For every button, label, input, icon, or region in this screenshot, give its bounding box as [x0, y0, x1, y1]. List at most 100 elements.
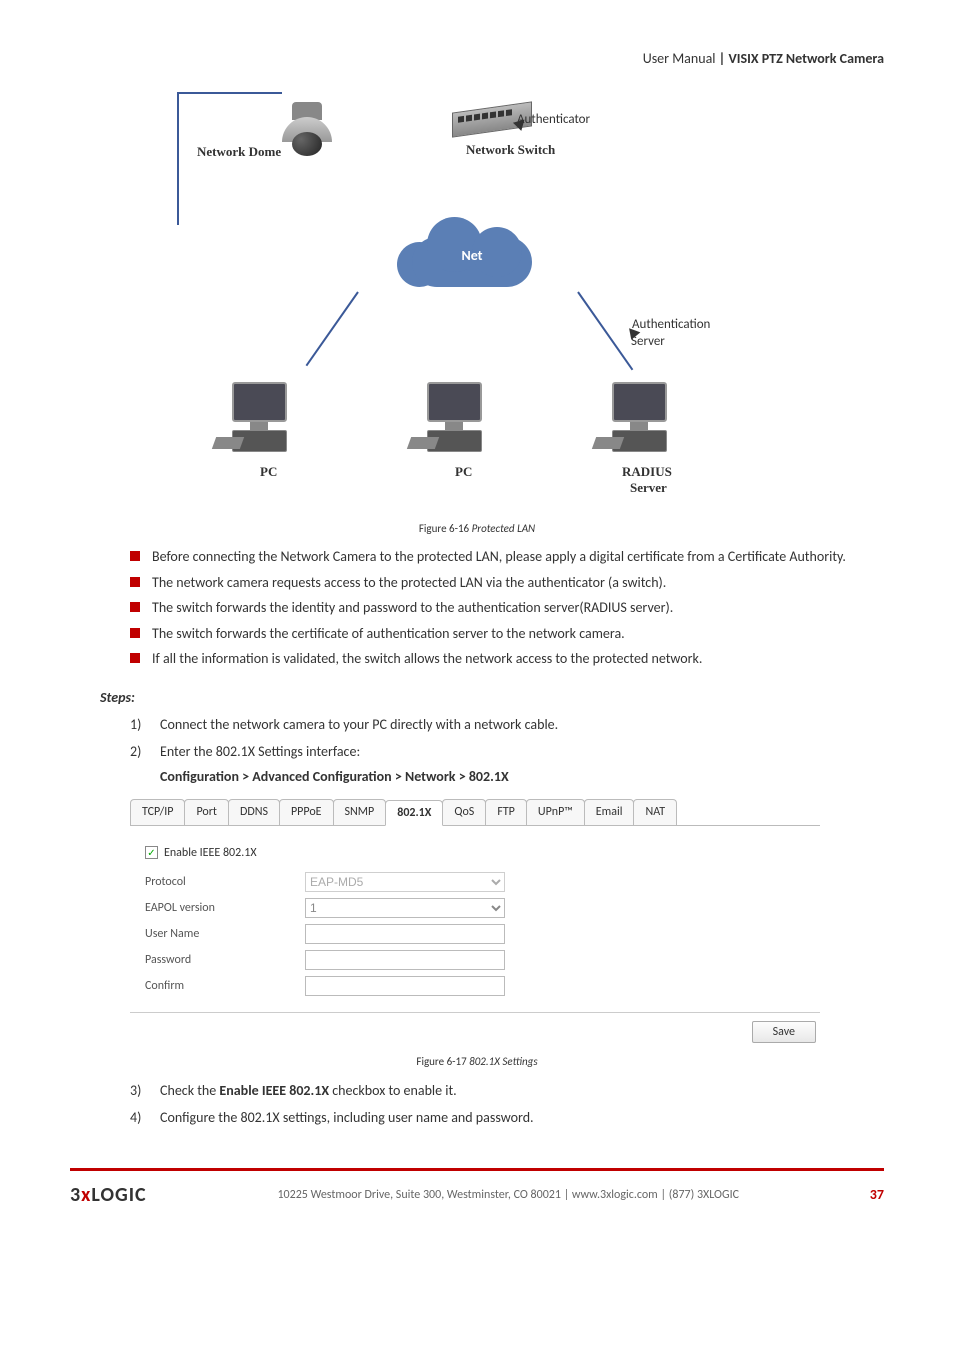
pc3-icon — [612, 382, 692, 457]
step-pre: Check the — [160, 1082, 219, 1099]
fig2-italic: 802.1X Settings — [469, 1055, 537, 1068]
network-diagram: Net Network Dome Authenticator Network S… — [177, 92, 777, 512]
form-row-confirm: Confirm — [145, 976, 805, 996]
logo-pre: 3 — [70, 1183, 81, 1207]
radius-label1: RADIUS — [622, 464, 672, 480]
pc1-label: PC — [260, 464, 277, 480]
footer-text: 10225 Westmoor Drive, Suite 300, Westmin… — [147, 1188, 870, 1202]
bullet-text: If all the information is validated, the… — [152, 649, 884, 669]
logo-x: x — [81, 1183, 91, 1207]
tab-ddns[interactable]: DDNS — [228, 799, 280, 825]
tab-snmp[interactable]: SNMP — [333, 799, 387, 825]
enable-checkbox[interactable] — [145, 846, 158, 859]
tab-pppoe[interactable]: PPPoE — [279, 799, 334, 825]
step-number: 2) — [130, 741, 148, 787]
eapol-select[interactable]: 1 — [305, 898, 505, 918]
arrow-cloud-pc2 — [177, 157, 179, 225]
logo: 3xLOGIC — [70, 1183, 147, 1207]
bullet-text: The switch forwards the identity and pas… — [152, 598, 884, 618]
bullet-square-icon — [130, 551, 140, 561]
steps-heading: Steps: — [100, 689, 884, 706]
password-input[interactable] — [305, 950, 505, 970]
save-button[interactable]: Save — [752, 1021, 816, 1043]
form-area: Enable IEEE 802.1X Protocol EAP-MD5 EAPO… — [130, 826, 820, 1012]
form-row-protocol: Protocol EAP-MD5 — [145, 872, 805, 892]
enable-checkbox-row: Enable IEEE 802.1X — [145, 846, 805, 860]
save-row: Save — [130, 1012, 820, 1047]
step-number: 1) — [130, 714, 148, 735]
step-line: Enter the 802.1X Settings interface: — [160, 741, 884, 762]
cloud-label: Net — [392, 247, 552, 264]
header-bold: | VISIX PTZ Network Camera — [719, 50, 884, 67]
switch-label: Network Switch — [466, 142, 555, 158]
protocol-label: Protocol — [145, 875, 305, 889]
step-item: 3) Check the Enable IEEE 802.1X checkbox… — [130, 1080, 884, 1101]
settings-panel: TCP/IP Port DDNS PPPoE SNMP 802.1X QoS F… — [130, 799, 820, 1047]
tab-tcpip[interactable]: TCP/IP — [130, 799, 185, 825]
bullet-text: Before connecting the Network Camera to … — [152, 547, 884, 567]
step-number: 3) — [130, 1080, 148, 1101]
fig2-prefix: Figure 6-17 — [416, 1055, 469, 1068]
authenticator-label: Authenticator — [517, 112, 590, 127]
bullet-item: The switch forwards the certificate of a… — [130, 624, 884, 644]
tab-qos[interactable]: QoS — [442, 799, 486, 825]
bullet-item: Before connecting the Network Camera to … — [130, 547, 884, 567]
tab-email[interactable]: Email — [584, 799, 635, 825]
page-header: User Manual | VISIX PTZ Network Camera — [70, 50, 884, 67]
protocol-select[interactable]: EAP-MD5 — [305, 872, 505, 892]
bullet-item: The network camera requests access to th… — [130, 573, 884, 593]
step-item: 2) Enter the 802.1X Settings interface: … — [130, 741, 884, 787]
radius-label2: Server — [630, 480, 667, 496]
tabs-bar: TCP/IP Port DDNS PPPoE SNMP 802.1X QoS F… — [130, 799, 820, 826]
arrow-dome-switch — [177, 92, 282, 94]
tab-upnp[interactable]: UPnP™ — [526, 799, 585, 825]
header-prefix: User Manual — [643, 50, 719, 67]
step-bold: Enable IEEE 802.1X — [219, 1082, 329, 1099]
page-footer: 3xLOGIC 10225 Westmoor Drive, Suite 300,… — [70, 1168, 884, 1207]
bullet-item: If all the information is validated, the… — [130, 649, 884, 669]
arrow-switch-cloud — [177, 94, 179, 157]
bullet-list: Before connecting the Network Camera to … — [130, 547, 884, 669]
tab-8021x[interactable]: 802.1X — [385, 800, 443, 826]
username-label: User Name — [145, 927, 305, 941]
step-number: 4) — [130, 1107, 148, 1128]
tab-port[interactable]: Port — [184, 799, 229, 825]
step-text: Check the Enable IEEE 802.1X checkbox to… — [160, 1080, 884, 1101]
pc2-icon — [427, 382, 507, 457]
form-row-username: User Name — [145, 924, 805, 944]
fig1-prefix: Figure 6-16 — [419, 522, 472, 535]
step-item: 1) Connect the network camera to your PC… — [130, 714, 884, 735]
confirm-input[interactable] — [305, 976, 505, 996]
username-input[interactable] — [305, 924, 505, 944]
steps-list: 1) Connect the network camera to your PC… — [130, 714, 884, 787]
figure-caption-2: Figure 6-17 802.1X Settings — [70, 1055, 884, 1068]
pc2-label: PC — [455, 464, 472, 480]
arrow-cloud-pc1 — [306, 291, 359, 366]
step-item: 4) Configure the 802.1X settings, includ… — [130, 1107, 884, 1128]
pc1-icon — [232, 382, 312, 457]
step-text: Enter the 802.1X Settings interface: Con… — [160, 741, 884, 787]
bullet-text: The network camera requests access to th… — [152, 573, 884, 593]
confirm-label: Confirm — [145, 979, 305, 993]
dome-icon — [272, 102, 342, 157]
steps-list-2: 3) Check the Enable IEEE 802.1X checkbox… — [130, 1080, 884, 1128]
step-text: Connect the network camera to your PC di… — [160, 714, 884, 735]
password-label: Password — [145, 953, 305, 967]
enable-label: Enable IEEE 802.1X — [164, 846, 257, 860]
bullet-item: The switch forwards the identity and pas… — [130, 598, 884, 618]
bullet-square-icon — [130, 653, 140, 663]
bullet-text: The switch forwards the certificate of a… — [152, 624, 884, 644]
arrow-cloud-pc3 — [577, 291, 633, 370]
tab-nat[interactable]: NAT — [633, 799, 677, 825]
bullet-square-icon — [130, 577, 140, 587]
authserver-label2: Server — [631, 334, 665, 349]
figure-caption-1: Figure 6-16 Protected LAN — [70, 522, 884, 535]
step-post: checkbox to enable it. — [329, 1082, 457, 1099]
form-row-password: Password — [145, 950, 805, 970]
authserver-label1: Authentication — [632, 317, 710, 332]
form-row-eapol: EAPOL version 1 — [145, 898, 805, 918]
step-path: Configuration > Advanced Configuration >… — [160, 766, 884, 787]
dome-label: Network Dome — [197, 144, 281, 160]
tab-ftp[interactable]: FTP — [485, 799, 527, 825]
eapol-label: EAPOL version — [145, 901, 305, 915]
